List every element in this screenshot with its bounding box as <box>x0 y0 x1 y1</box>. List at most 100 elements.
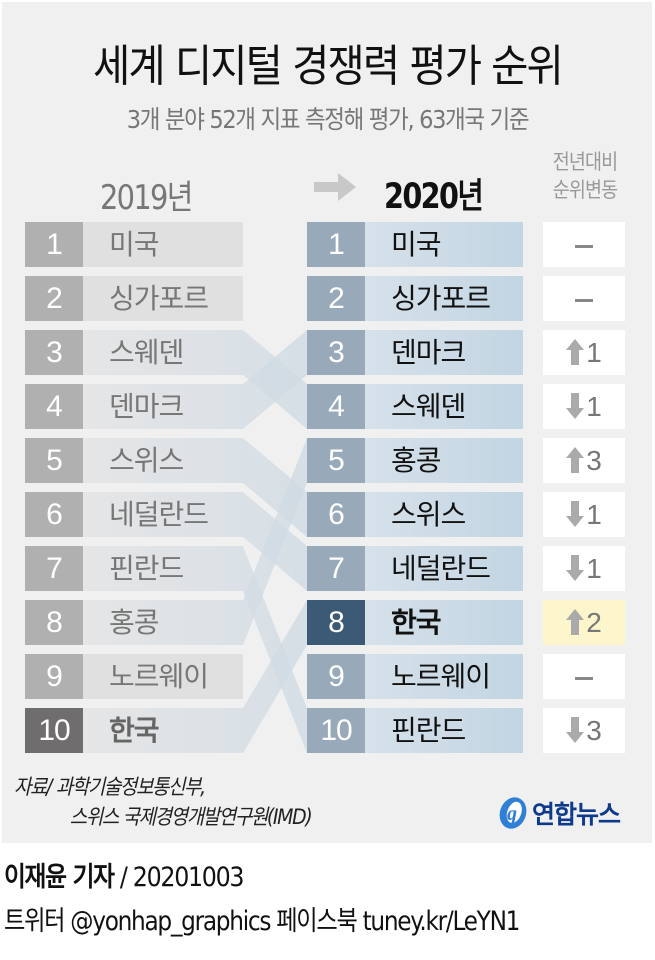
country-name: 한국 <box>365 600 523 645</box>
rank-change-value: 1 <box>586 337 602 368</box>
country-name: 싱가포르 <box>365 276 523 321</box>
rank-number: 4 <box>307 384 365 429</box>
arrow-down-icon <box>566 717 585 743</box>
rank-change-cell: 3 <box>543 438 625 483</box>
rank-change-value: 1 <box>586 391 602 422</box>
country-name: 노르웨이 <box>365 654 523 699</box>
rank-number: 5 <box>25 438 83 483</box>
year-2020-header: 2020년 <box>384 177 484 217</box>
reporter-name: 이재윤 기자 <box>4 862 115 893</box>
rank-change-cell: 2 <box>543 600 625 645</box>
publish-date: / 20201003 <box>113 862 245 893</box>
country-name: 스위스 <box>365 492 523 537</box>
source-note: 자료/ 과학기술정보통신부, 스위스 국제경영개발연구원(IMD) <box>14 772 313 832</box>
rank-change-header: 전년대비 순위변동 <box>545 148 624 204</box>
no-change-dash-icon <box>575 245 593 249</box>
arrow-up-icon <box>566 447 585 473</box>
country-name: 미국 <box>83 222 243 267</box>
country-name: 네덜란드 <box>109 498 209 531</box>
social-links: 트위터 @yonhap_graphics 페이스북 tuney.kr/LeYN1 <box>4 906 520 937</box>
country-name: 네덜란드 <box>365 546 523 591</box>
ranking-2020-row: 7 네덜란드 <box>307 546 523 591</box>
no-change-dash-icon <box>575 299 593 303</box>
ranking-2019-row: 6 네덜란드 <box>25 492 243 537</box>
country-name: 홍콩 <box>109 606 160 639</box>
ranking-2020-row: 5 홍콩 <box>307 438 523 483</box>
rank-change-cell <box>543 276 625 321</box>
rank-change-value: 3 <box>586 715 602 746</box>
logo-text: 연합뉴스 <box>532 800 621 829</box>
rank-change-value: 3 <box>586 445 602 476</box>
country-name: 스웨덴 <box>365 384 523 429</box>
rank-change-value: 2 <box>586 607 602 638</box>
country-name: 덴마크 <box>109 390 184 423</box>
ranking-2019-row: 5 스위스 <box>25 438 243 483</box>
rank-change-value: 1 <box>586 499 602 530</box>
rank-number: 10 <box>25 708 83 753</box>
rank-number: 5 <box>307 438 365 483</box>
source-line-2: 스위스 국제경영개발연구원(IMD) <box>69 805 313 829</box>
country-name: 싱가포르 <box>83 276 243 321</box>
rank-number: 2 <box>25 276 83 321</box>
ranking-2019-row: 1 미국 <box>25 222 243 267</box>
ranking-2020-row: 2 싱가포르 <box>307 276 523 321</box>
country-name: 미국 <box>365 222 523 267</box>
rank-number: 4 <box>25 384 83 429</box>
arrow-down-icon <box>566 393 585 419</box>
ranking-2019-row: 7 핀란드 <box>25 546 243 591</box>
country-name: 덴마크 <box>365 330 523 375</box>
rank-number: 9 <box>25 654 83 699</box>
credit-line: 이재윤 기자 / 20201003 <box>4 855 245 894</box>
source-line-1: 자료/ 과학기술정보통신부, <box>14 775 206 799</box>
ranking-2020-row: 8 한국 <box>307 600 523 645</box>
ranking-2020-row: 6 스위스 <box>307 492 523 537</box>
country-name: 노르웨이 <box>83 654 243 699</box>
right-arrow-icon <box>314 173 356 201</box>
rank-change-header-line2: 순위변동 <box>552 178 618 202</box>
rank-change-cell: 1 <box>543 546 625 591</box>
ranking-2019-row: 4 덴마크 <box>25 384 243 429</box>
no-change-dash-icon <box>575 677 593 681</box>
rank-change-cell: 1 <box>543 330 625 375</box>
rank-number: 9 <box>307 654 365 699</box>
rank-change-cell: 3 <box>543 708 625 753</box>
rank-number: 3 <box>307 330 365 375</box>
rank-number: 1 <box>25 222 83 267</box>
rank-number: 6 <box>25 492 83 537</box>
country-name: 핀란드 <box>109 552 184 585</box>
rank-change-cell: 1 <box>543 384 625 429</box>
country-name: 스위스 <box>109 444 184 477</box>
rank-change-header-line1: 전년대비 <box>552 150 618 174</box>
svg-text:g: g <box>506 803 517 825</box>
ranking-2020-row: 9 노르웨이 <box>307 654 523 699</box>
rank-change-cell <box>543 222 625 267</box>
ranking-2020-row: 3 덴마크 <box>307 330 523 375</box>
country-name: 한국 <box>109 714 160 747</box>
rank-number: 2 <box>307 276 365 321</box>
rank-change-cell: 1 <box>543 492 625 537</box>
ranking-2020-row: 10 핀란드 <box>307 708 523 753</box>
arrow-up-icon <box>566 339 585 365</box>
ranking-2020-row: 4 스웨덴 <box>307 384 523 429</box>
arrow-down-icon <box>566 555 585 581</box>
country-name: 스웨덴 <box>109 336 184 369</box>
ranking-2019-row: 2 싱가포르 <box>25 276 243 321</box>
ranking-2019-row: 9 노르웨이 <box>25 654 243 699</box>
year-2019-header: 2019년 <box>100 178 193 218</box>
ranking-2019-row: 3 스웨덴 <box>25 330 243 375</box>
rank-number: 1 <box>307 222 365 267</box>
rank-change-value: 1 <box>586 553 602 584</box>
rank-number: 3 <box>25 330 83 375</box>
rank-number: 8 <box>25 600 83 645</box>
chart-title: 세계 디지털 경쟁력 평가 순위 <box>93 41 564 92</box>
arrow-down-icon <box>566 501 585 527</box>
arrow-up-icon <box>566 609 585 635</box>
ranking-2019-row: 10 한국 <box>25 708 243 753</box>
rank-number: 7 <box>307 546 365 591</box>
country-name: 홍콩 <box>365 438 523 483</box>
rank-change-cell <box>543 654 625 699</box>
yonhap-logo: g 연합뉴스 <box>497 795 621 831</box>
yonhap-globe-icon: g <box>499 797 527 829</box>
rank-number: 10 <box>307 708 365 753</box>
